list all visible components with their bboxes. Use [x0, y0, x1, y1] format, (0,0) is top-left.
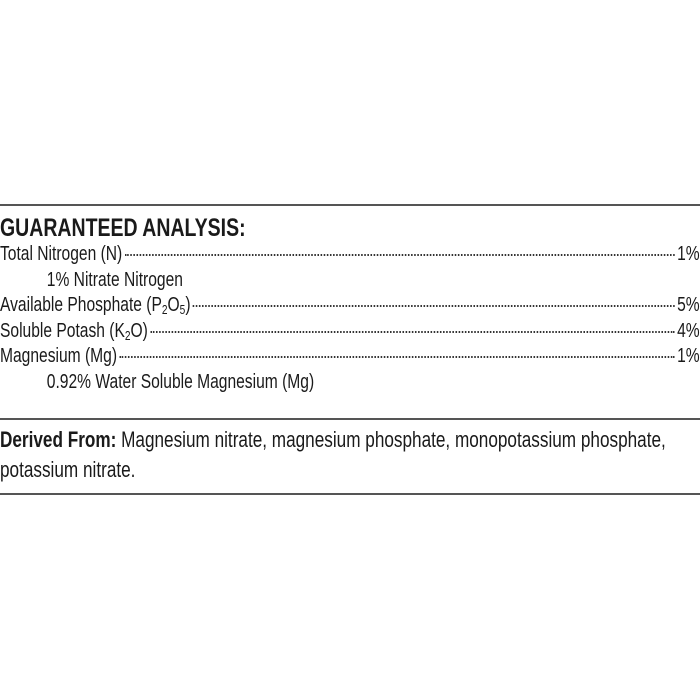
derived-from-label: Derived From: — [0, 427, 117, 452]
subscript: 2 — [161, 302, 168, 317]
subscript: 5 — [179, 302, 186, 317]
row-label: Total Nitrogen (N) — [0, 243, 123, 265]
analysis-row-nitrogen: Total Nitrogen (N) 1% — [0, 242, 700, 268]
row-subnote: 1% Nitrate Nitrogen — [46, 268, 183, 291]
label-text: Available Phosphate (P — [0, 294, 162, 316]
derived-from-ingredients: Magnesium nitrate, magnesium phosphate, … — [0, 427, 666, 482]
dot-leader — [119, 356, 675, 358]
row-value: 5% — [677, 294, 700, 316]
analysis-row-potash: Soluble Potash (K2O) 4% — [0, 319, 700, 345]
guaranteed-analysis: GUARANTEED ANALYSIS: Total Nitrogen (N) … — [0, 214, 700, 395]
analysis-row-magnesium: Magnesium (Mg) 1% — [0, 344, 700, 370]
label-text: Soluble Potash (K — [0, 319, 125, 342]
subscript: 2 — [124, 327, 131, 343]
dot-leader — [150, 330, 675, 333]
middle-divider — [0, 418, 700, 420]
top-divider — [0, 204, 700, 206]
row-value: 1% — [677, 243, 700, 265]
dot-leader — [192, 305, 675, 307]
row-label: Soluble Potash (K2O) — [0, 319, 148, 345]
analysis-row-phosphate: Available Phosphate (P2O5) 5% — [0, 293, 700, 319]
row-label: Available Phosphate (P2O5) — [0, 293, 191, 319]
row-value: 1% — [677, 345, 700, 367]
row-label: Magnesium (Mg) — [0, 345, 118, 367]
row-value: 4% — [677, 319, 700, 342]
label-text: O — [167, 294, 180, 316]
label-text: O) — [130, 319, 148, 342]
dot-leader — [124, 254, 675, 256]
row-subnote: 0.92% Water Soluble Magnesium (Mg) — [46, 370, 315, 393]
derived-from-text: Derived From: Magnesium nitrate, magnesi… — [0, 425, 671, 485]
derived-from: Derived From: Magnesium nitrate, magnesi… — [0, 425, 671, 485]
section-heading: GUARANTEED ANALYSIS: — [0, 214, 246, 242]
bottom-divider — [0, 493, 700, 495]
label-text: ) — [185, 294, 191, 316]
